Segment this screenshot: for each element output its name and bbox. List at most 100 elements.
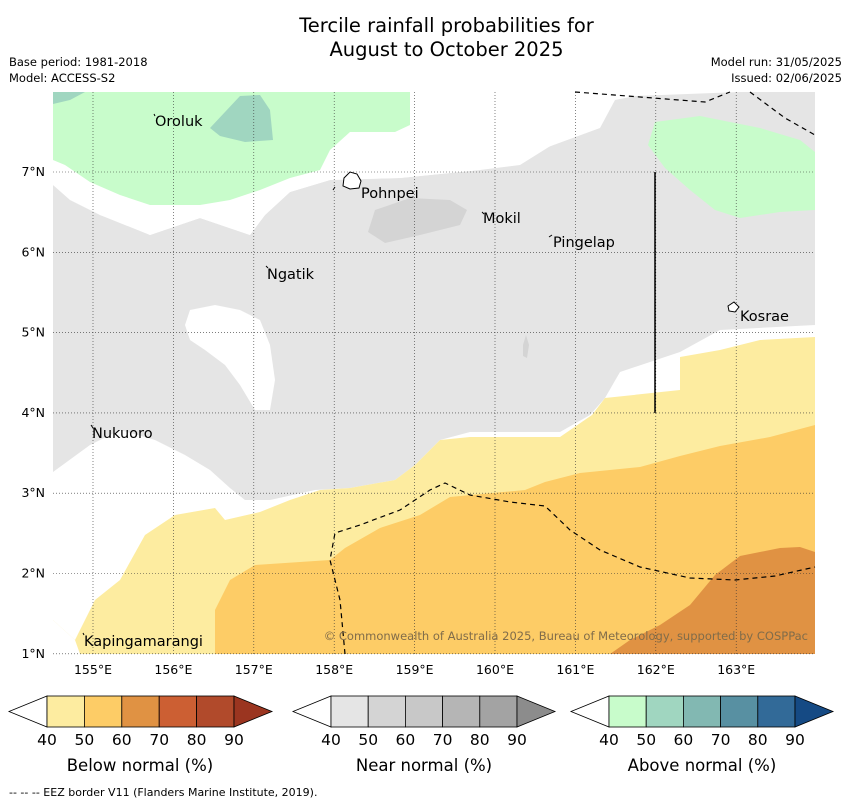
near-normal-50-region <box>368 198 467 243</box>
colorbar-segment <box>46 695 85 728</box>
colorbar-tick-label: 70 <box>149 731 169 749</box>
above-normal-region-nw <box>53 92 410 205</box>
colorbar-tick-label: 60 <box>674 731 694 749</box>
colorbar-segment <box>608 695 647 728</box>
colorbar-tick-label: 50 <box>75 731 95 749</box>
title-line-2: August to October 2025 <box>329 38 564 61</box>
colorbar-1: 40 50 60 70 80 90 <box>291 695 557 749</box>
colorbar-lower-extension <box>7 695 48 728</box>
oroluk-mark <box>153 113 156 117</box>
colorbar-segment <box>645 695 684 728</box>
colorbar-segment <box>158 695 197 728</box>
ngatik-mark <box>265 265 269 269</box>
lon-tick-label: 163°E <box>717 662 755 677</box>
nukuoro-mark <box>90 424 94 429</box>
label-pingelap: Pingelap <box>553 235 615 251</box>
pohnpei-island <box>342 171 362 190</box>
above-normal-50-corner <box>53 92 85 104</box>
colorbar-tick-label: 70 <box>433 731 453 749</box>
eez-border-south <box>329 482 816 655</box>
map-gridlines <box>53 92 815 655</box>
below-normal-50-region <box>215 425 815 654</box>
label-kosrae: Kosrae <box>740 309 789 325</box>
lat-tick-label: 4°N <box>21 405 45 420</box>
above-normal-50-region-nw <box>210 95 273 142</box>
lat-tick-label: 6°N <box>21 244 45 259</box>
map-fields <box>53 92 815 654</box>
base-period: Base period: 1981-2018 <box>9 55 148 69</box>
white-gap-southwest <box>53 620 80 654</box>
label-kapingamarangi: Kapingamarangi <box>84 634 203 650</box>
colorbar-segment <box>367 695 406 728</box>
near-normal-region <box>53 92 815 500</box>
chart-title: Tercile rainfall probabilities for Augus… <box>0 14 850 62</box>
eez-border-north <box>574 91 731 103</box>
islands <box>342 171 740 313</box>
colorbar-tick-label: 40 <box>37 731 57 749</box>
lon-tick-label: 157°E <box>235 662 273 677</box>
above-normal-label: Above normal (%) <box>627 756 777 775</box>
lat-tick-label: 5°N <box>21 325 45 340</box>
lat-tick-label: 3°N <box>21 485 45 500</box>
atoll-marks <box>82 113 553 636</box>
colorbar-segment <box>121 695 160 728</box>
colorbar-upper-extension <box>233 695 274 728</box>
colorbar-2: 40 50 60 70 80 90 <box>569 695 835 749</box>
eez-border-northeast <box>749 91 816 136</box>
colorbar-tick-label: 50 <box>636 731 656 749</box>
near-normal-sliver <box>523 335 529 358</box>
lon-tick-labels: 155°E 156°E 157°E 158°E 159°E 160°E 161°E 162°E… <box>74 662 755 677</box>
label-nukuoro: Nukuoro <box>92 426 153 442</box>
lon-tick-label: 160°E <box>476 662 514 677</box>
colorbar-segment <box>196 695 235 728</box>
colorbar-tick-label: 90 <box>224 731 244 749</box>
below-normal-60-region <box>610 547 815 654</box>
place-labels: Oroluk Pohnpei Mokil Pingelap Ngatik Kos… <box>84 114 789 650</box>
colorbar-segment <box>683 695 722 728</box>
lat-tick-labels: 7°N 6°N 5°N 4°N 3°N 2°N 1°N <box>21 164 45 661</box>
lon-tick-label: 162°E <box>637 662 675 677</box>
lon-tick-label: 159°E <box>396 662 434 677</box>
label-oroluk: Oroluk <box>155 114 203 130</box>
colorbar-segment <box>330 695 369 728</box>
mokil-mark <box>481 211 485 215</box>
colorbar-segment <box>479 695 518 728</box>
model-name: Model: ACCESS-S2 <box>9 71 116 85</box>
colorbar-segment <box>404 695 443 728</box>
eez-footnote: -- -- -- EEZ border V11 (Flanders Marine… <box>9 786 318 799</box>
colorbar-tick-label: 60 <box>396 731 416 749</box>
issued-date: Issued: 02/06/2025 <box>731 71 842 85</box>
colorbar-segment <box>84 695 123 728</box>
colorbar-upper-extension <box>516 695 557 728</box>
meta-right: Model run: 31/05/2025 Issued: 02/06/2025 <box>711 54 842 86</box>
colorbar-tick-label: 40 <box>599 731 619 749</box>
title-line-1: Tercile rainfall probabilities for <box>299 14 594 37</box>
meta-left: Base period: 1981-2018 Model: ACCESS-S2 <box>9 54 148 86</box>
lat-tick-label: 1°N <box>21 646 45 661</box>
colorbar-lower-extension <box>569 695 610 728</box>
colorbar-segment <box>720 695 759 728</box>
colorbar-tick-label: 90 <box>507 731 527 749</box>
colorbar-lower-extension <box>291 695 332 728</box>
colorbar-0: 40 50 60 70 80 90 <box>7 695 274 749</box>
colorbar-segment <box>442 695 481 728</box>
label-ngatik: Ngatik <box>267 267 315 283</box>
pohnpei-islet-mark <box>332 186 336 191</box>
colorbar-tick-label: 80 <box>187 731 207 749</box>
white-gap-ngatik <box>185 305 275 410</box>
above-normal-region-ne <box>648 116 815 218</box>
lat-tick-label: 7°N <box>21 164 45 179</box>
colorbar-tick-label: 90 <box>785 731 805 749</box>
near-normal-label: Near normal (%) <box>355 756 493 775</box>
colorbar-tick-label: 80 <box>470 731 490 749</box>
colorbar-tick-label: 60 <box>112 731 132 749</box>
colorbars: 40 50 60 70 80 90 40 50 60 70 80 90 40 50 60 70 80 90 <box>7 695 835 749</box>
kapingamarangi-mark <box>82 632 85 636</box>
colorbar-segment <box>757 695 796 728</box>
lon-tick-label: 161°E <box>556 662 594 677</box>
label-mokil: Mokil <box>483 211 521 227</box>
colorbar-tick-label: 50 <box>358 731 378 749</box>
eez-borders <box>329 91 816 655</box>
lon-tick-label: 155°E <box>74 662 112 677</box>
